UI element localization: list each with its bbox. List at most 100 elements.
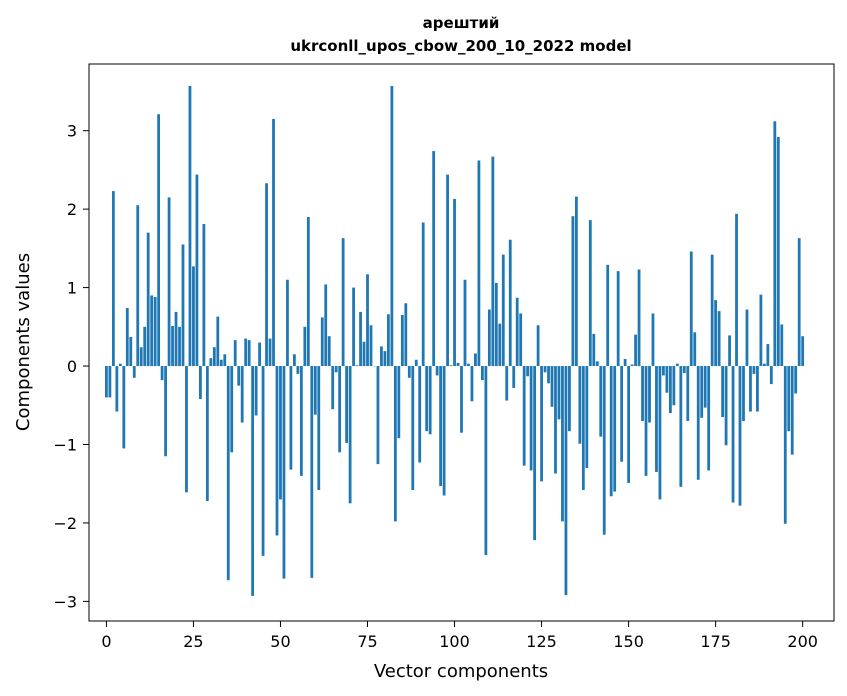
bar-92 <box>425 366 429 432</box>
bar-56 <box>299 366 303 476</box>
bar-112 <box>494 282 498 367</box>
bar-63 <box>324 284 328 367</box>
bar-117 <box>512 366 516 389</box>
bar-86 <box>404 303 408 367</box>
bar-38 <box>237 366 241 386</box>
bar-85 <box>400 315 404 367</box>
bar-123 <box>533 366 536 541</box>
bar-34 <box>223 354 227 367</box>
bar-66 <box>334 366 338 373</box>
bar-15 <box>157 114 161 367</box>
bar-192 <box>773 121 777 367</box>
x-tick-label: 25 <box>183 632 203 651</box>
bar-198 <box>794 366 798 394</box>
bar-124 <box>536 325 540 367</box>
bar-174 <box>710 254 714 367</box>
bar-58 <box>306 216 310 367</box>
bars-group <box>105 85 805 596</box>
bar-41 <box>247 340 251 367</box>
bar-72 <box>355 365 359 367</box>
bar-28 <box>202 224 206 367</box>
bar-36 <box>230 366 234 453</box>
bar-125 <box>540 366 543 482</box>
x-tick-label: 50 <box>270 632 290 651</box>
bar-98 <box>446 174 449 367</box>
bar-175 <box>714 300 718 367</box>
bar-81 <box>387 314 390 367</box>
x-tick-label: 200 <box>787 632 818 651</box>
bar-51 <box>282 366 286 579</box>
bar-186 <box>752 366 756 374</box>
bar-55 <box>296 366 300 374</box>
bar-45 <box>261 366 265 556</box>
bar-74 <box>362 341 366 367</box>
bar-182 <box>738 366 742 506</box>
bar-177 <box>721 366 724 418</box>
bar-10 <box>139 347 143 367</box>
bar-7 <box>129 337 133 367</box>
bar-183 <box>742 366 745 421</box>
bar-101 <box>456 362 460 367</box>
bar-5 <box>122 366 126 449</box>
bar-138 <box>585 366 589 469</box>
bar-89 <box>414 359 418 367</box>
bar-120 <box>522 366 526 466</box>
bar-2 <box>111 191 115 367</box>
bar-94 <box>432 151 436 367</box>
bar-8 <box>132 366 136 378</box>
bar-40 <box>244 338 248 367</box>
bar-3 <box>115 366 119 412</box>
bar-96 <box>439 366 443 487</box>
bar-149 <box>623 358 627 367</box>
bar-157 <box>651 313 655 367</box>
bar-187 <box>756 366 759 412</box>
bar-97 <box>442 366 446 496</box>
bar-145 <box>609 366 613 497</box>
bar-133 <box>568 366 571 432</box>
bar-21 <box>178 326 181 367</box>
bar-22 <box>181 244 185 367</box>
bar-118 <box>515 297 519 367</box>
bar-87 <box>407 366 411 378</box>
bar-134 <box>571 216 575 367</box>
bar-160 <box>662 366 665 376</box>
bar-83 <box>393 366 397 522</box>
bar-178 <box>724 366 728 446</box>
bar-49 <box>275 366 279 536</box>
bar-17 <box>164 366 167 457</box>
bar-159 <box>658 366 662 500</box>
bar-162 <box>668 366 672 414</box>
bar-194 <box>780 324 784 367</box>
plot-area-frame <box>88 63 835 622</box>
bar-91 <box>421 222 425 367</box>
bar-1 <box>108 366 112 398</box>
bar-168 <box>689 251 693 367</box>
bar-119 <box>519 313 523 367</box>
bar-13 <box>150 295 154 367</box>
bar-27 <box>199 366 202 399</box>
bar-88 <box>411 366 415 490</box>
bar-90 <box>418 366 422 463</box>
bar-176 <box>717 311 721 367</box>
bar-46 <box>265 183 268 367</box>
bar-73 <box>359 311 362 367</box>
bar-185 <box>749 366 752 412</box>
bar-30 <box>209 358 213 367</box>
bar-115 <box>505 366 509 401</box>
bar-75 <box>366 274 369 367</box>
bar-129 <box>554 366 557 474</box>
bar-6 <box>125 307 129 367</box>
bar-71 <box>352 287 355 367</box>
bar-103 <box>463 279 467 367</box>
bar-122 <box>529 366 533 471</box>
x-tick-label: 125 <box>526 632 557 651</box>
bar-142 <box>599 366 603 437</box>
bar-155 <box>644 366 648 476</box>
chart-title-line1: арештий <box>423 14 500 32</box>
bar-126 <box>543 366 547 373</box>
y-tick-label: 0 <box>67 357 77 376</box>
bar-67 <box>338 366 342 453</box>
bar-44 <box>258 342 261 367</box>
bar-25 <box>192 266 195 367</box>
bar-169 <box>693 332 697 367</box>
